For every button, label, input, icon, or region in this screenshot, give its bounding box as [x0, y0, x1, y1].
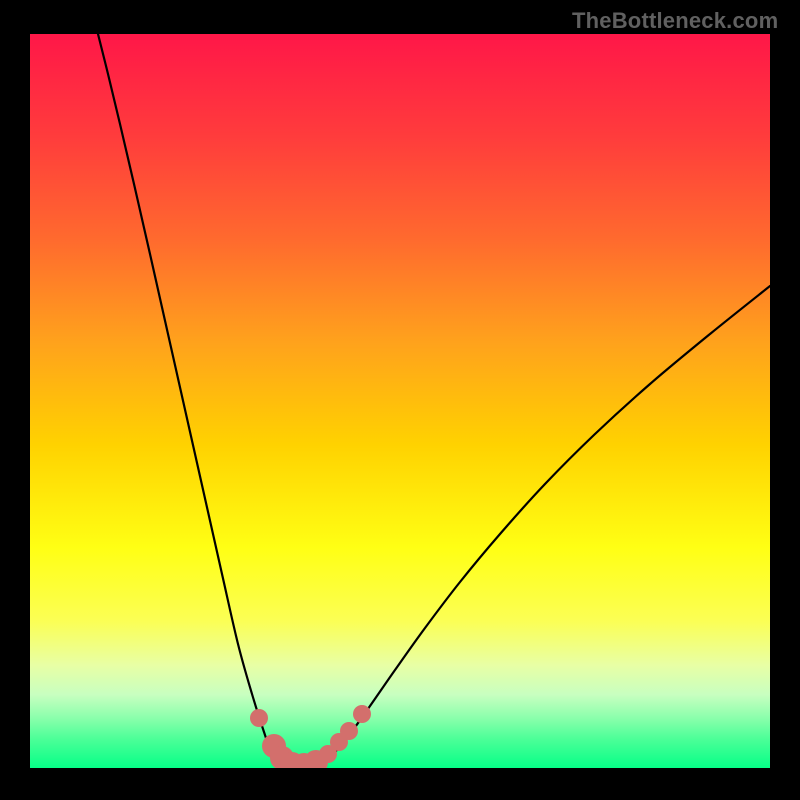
plot-area: [30, 34, 770, 768]
watermark-text: TheBottleneck.com: [572, 8, 778, 34]
chart-stage: TheBottleneck.com: [0, 0, 800, 800]
